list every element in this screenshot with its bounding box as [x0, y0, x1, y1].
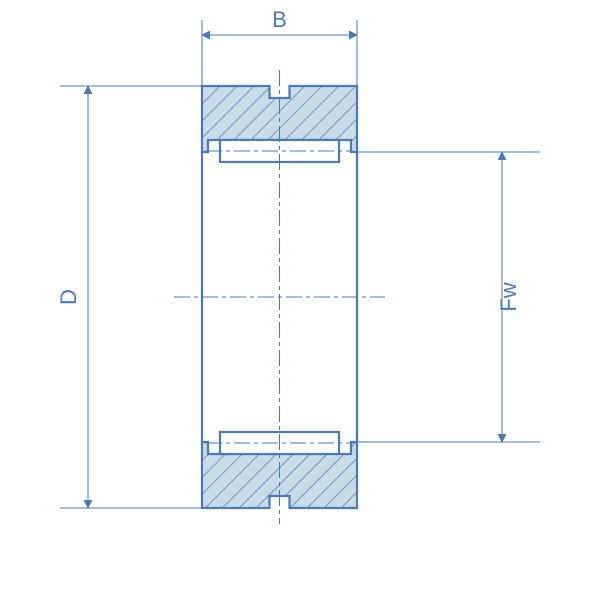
dim-d-label: D	[56, 289, 81, 305]
dim-b-label: B	[272, 7, 287, 32]
dim-fw-label: Fw	[496, 282, 521, 311]
